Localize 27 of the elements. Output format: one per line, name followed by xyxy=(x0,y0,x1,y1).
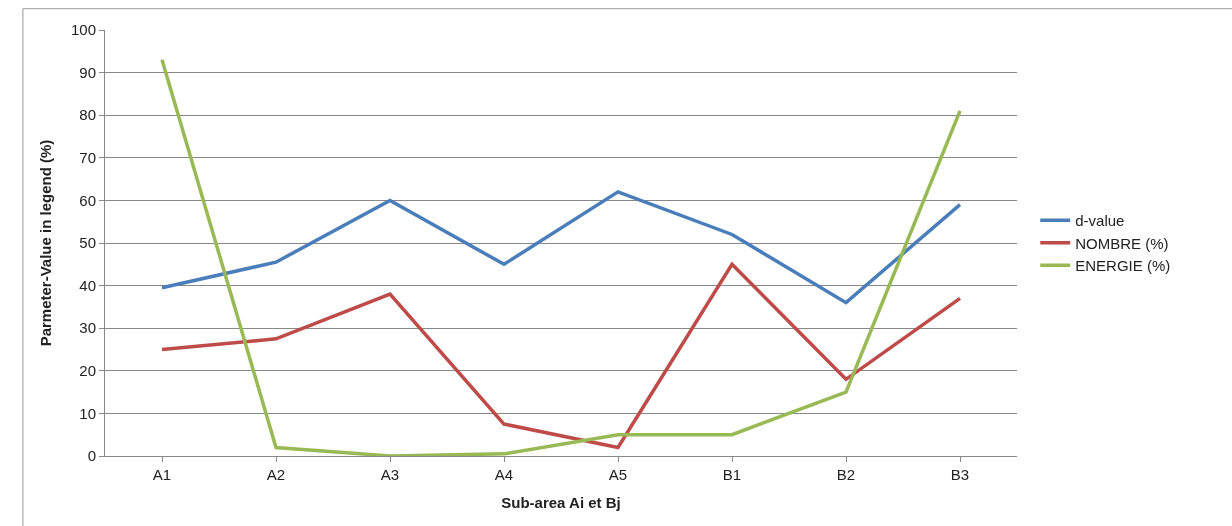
x-tick-label: B2 xyxy=(836,466,856,483)
x-tick-label: A4 xyxy=(494,466,514,483)
legend-label: NOMBRE (%) xyxy=(1075,234,1169,252)
x-tick-label: B3 xyxy=(950,466,970,483)
legend-label: d-value xyxy=(1075,212,1125,230)
y-tick-label: 90 xyxy=(79,63,96,81)
y-tick-label: 100 xyxy=(70,21,96,39)
y-tick-label: 20 xyxy=(79,362,96,380)
y-tick-label: 50 xyxy=(79,234,96,252)
y-tick-label: 40 xyxy=(79,276,96,294)
line-series xyxy=(160,190,962,305)
legend-label: ENERGIE (%) xyxy=(1075,257,1171,275)
y-tick-label: 30 xyxy=(79,319,96,337)
line-series xyxy=(160,262,962,450)
x-tick-label: A1 xyxy=(152,466,172,483)
y-tick-label: 0 xyxy=(87,447,96,465)
x-axis-title: Sub-area Ai et Bj xyxy=(501,494,621,511)
y-tick-label: 60 xyxy=(79,191,96,209)
y-tick-label: 80 xyxy=(79,106,96,124)
x-tick-label: B1 xyxy=(722,466,742,483)
x-tick-label: A2 xyxy=(266,466,286,483)
y-tick-label: 10 xyxy=(79,404,96,422)
line-series xyxy=(160,58,962,456)
x-tick-label: A5 xyxy=(608,466,628,483)
y-axis-title: Parmeter-Value in legend (%) xyxy=(37,139,55,347)
x-tick-label: A3 xyxy=(380,466,400,483)
y-tick-label: 70 xyxy=(79,149,96,167)
